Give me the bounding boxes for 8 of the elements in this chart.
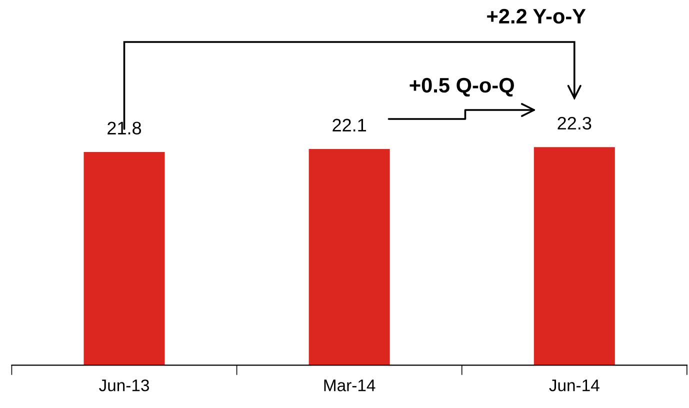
text: +2.2 Y-o-Y — [487, 8, 586, 24]
x-tick-label: Jun-13 — [99, 379, 149, 392]
data-label: 22.1 — [332, 118, 366, 132]
text: +0.5 Q-o-Q — [410, 78, 514, 97]
data-label: 21.8 — [108, 122, 142, 134]
x-tick-label: Mar-14 — [324, 380, 376, 392]
x-tick-label: Jun-14 — [549, 380, 600, 392]
data-label: 22.3 — [558, 116, 592, 130]
